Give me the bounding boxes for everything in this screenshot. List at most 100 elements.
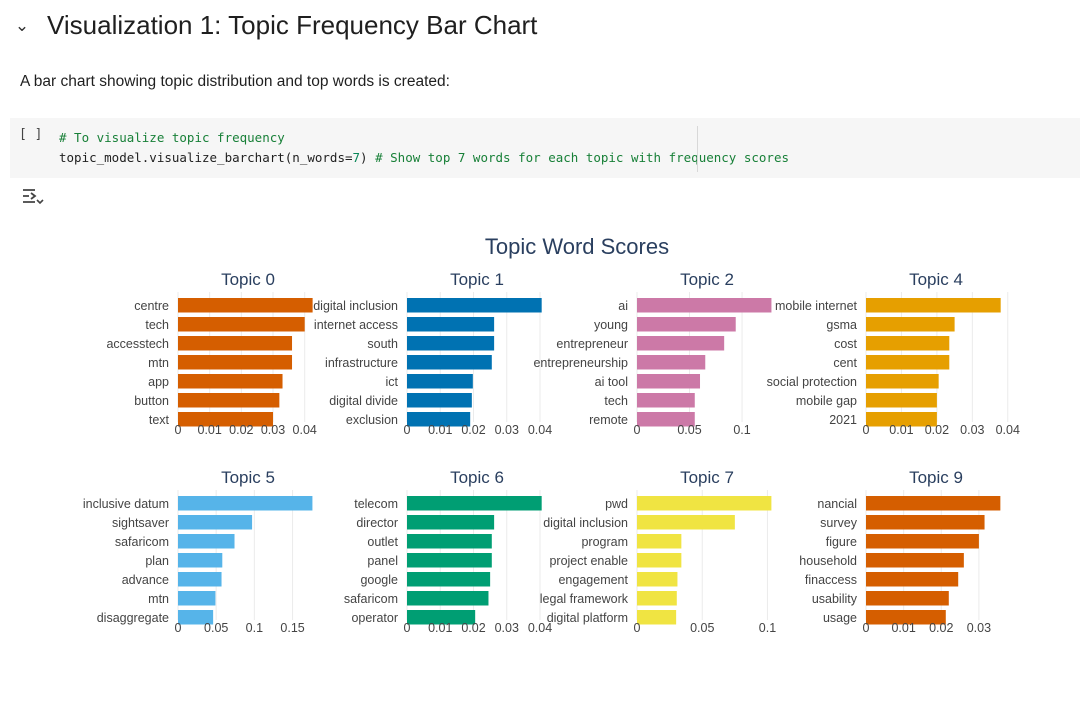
category-label: nancial [817,497,857,511]
category-label: safaricom [115,535,169,549]
category-label: sightsaver [112,516,169,530]
x-tick-label: 0.1 [246,621,263,635]
chevron-down-icon[interactable]: ⌄ [14,16,30,35]
category-label: operator [351,611,398,625]
category-label: survey [820,516,858,530]
panel-title: Topic 0 [221,270,275,289]
category-label: mtn [148,592,169,606]
category-label: remote [589,413,628,427]
category-label: gsma [826,318,857,332]
code-inline-comment: # Show top 7 words for each topic with f… [367,150,790,165]
x-tick-label: 0.04 [293,423,317,437]
output-toggle-icon[interactable] [21,186,45,208]
bar [178,412,274,427]
x-tick-label: 0.01 [891,621,915,635]
bar [866,298,1001,313]
category-label: telecom [354,497,398,511]
x-tick-label: 0.03 [261,423,285,437]
category-label: panel [367,554,398,568]
x-tick-label: 0.01 [198,423,222,437]
x-tick-label: 0.02 [461,621,485,635]
bar [178,393,280,408]
topic-panel: Topic 1 digital inclusion internet access s… [313,270,552,437]
bar [407,591,489,606]
category-label: figure [826,535,857,549]
x-tick-label: 0.02 [229,423,253,437]
category-label: disaggregate [97,611,169,625]
category-label: inclusive datum [83,497,169,511]
code-arg: n_words= [292,150,353,165]
bar [178,515,253,530]
bar [178,534,235,549]
x-tick-label: 0.15 [280,621,304,635]
bar [866,553,964,568]
x-tick-label: 0.02 [925,423,949,437]
topic-panel: Topic 9 nancial survey figure household finac… [799,468,1001,635]
x-tick-label: 0.05 [204,621,228,635]
run-cell-button[interactable]: [ ] [19,127,43,142]
bar [866,610,946,625]
bar [637,610,677,625]
bar [407,355,492,370]
category-label: mobile internet [775,299,858,313]
x-tick-label: 0.04 [528,423,552,437]
bar [866,591,949,606]
code-number: 7 [352,150,361,165]
bar [866,355,950,370]
topic-panel: Topic 7 pwd digital inclusion program projec… [540,468,776,635]
bar [178,374,283,389]
category-label: mobile gap [796,394,857,408]
section-title: Visualization 1: Topic Frequency Bar Cha… [47,10,538,40]
category-label: pwd [605,497,628,511]
x-tick-label: 0.03 [967,621,991,635]
category-label: usage [823,611,857,625]
x-tick-label: 0 [404,621,411,635]
topic-panel: Topic 6 telecom director outlet panel google s… [344,468,552,635]
category-label: accesstech [106,337,169,351]
category-label: 2021 [829,413,857,427]
x-tick-label: 0.05 [690,621,714,635]
bar [407,610,476,625]
topic-panel: Topic 4 mobile internet gsma cost cent social… [767,270,1020,437]
category-label: advance [122,573,169,587]
code-comment: # To visualize topic frequency [59,130,285,145]
bar [407,515,495,530]
category-label: tech [145,318,169,332]
topic-panel: Topic 5 inclusive datum sightsaver safarico… [83,468,313,635]
category-label: finaccess [805,573,857,587]
panel-title: Topic 5 [221,468,275,487]
category-label: digital divide [329,394,398,408]
x-tick-label: 0 [634,423,641,437]
x-tick-label: 0.01 [428,621,452,635]
category-label: exclusion [346,413,398,427]
bar [866,572,959,587]
code-cell[interactable]: [ ] # To visualize topic frequency topic… [10,118,1080,178]
bar [637,534,682,549]
category-label: ai [618,299,628,313]
code-editor[interactable]: # To visualize topic frequency topic_mod… [59,128,789,168]
category-label: app [148,375,169,389]
bar [637,412,695,427]
bar [637,355,706,370]
panel-title: Topic 2 [680,270,734,289]
category-label: program [581,535,628,549]
bar [407,336,495,351]
bar [637,553,682,568]
bar [866,374,939,389]
category-label: entrepreneur [556,337,628,351]
category-label: outlet [367,535,398,549]
bar [866,317,955,332]
category-label: digital platform [547,611,628,625]
x-tick-label: 0 [175,423,182,437]
panel-title: Topic 1 [450,270,504,289]
bar [407,317,495,332]
code-call: topic_model.visualize_barchart( [59,150,293,165]
bar [866,496,1001,511]
category-label: household [799,554,857,568]
bar [407,412,471,427]
bar [178,298,313,313]
bar [407,496,542,511]
bar [866,393,937,408]
bar [637,515,735,530]
category-label: ai tool [595,375,628,389]
